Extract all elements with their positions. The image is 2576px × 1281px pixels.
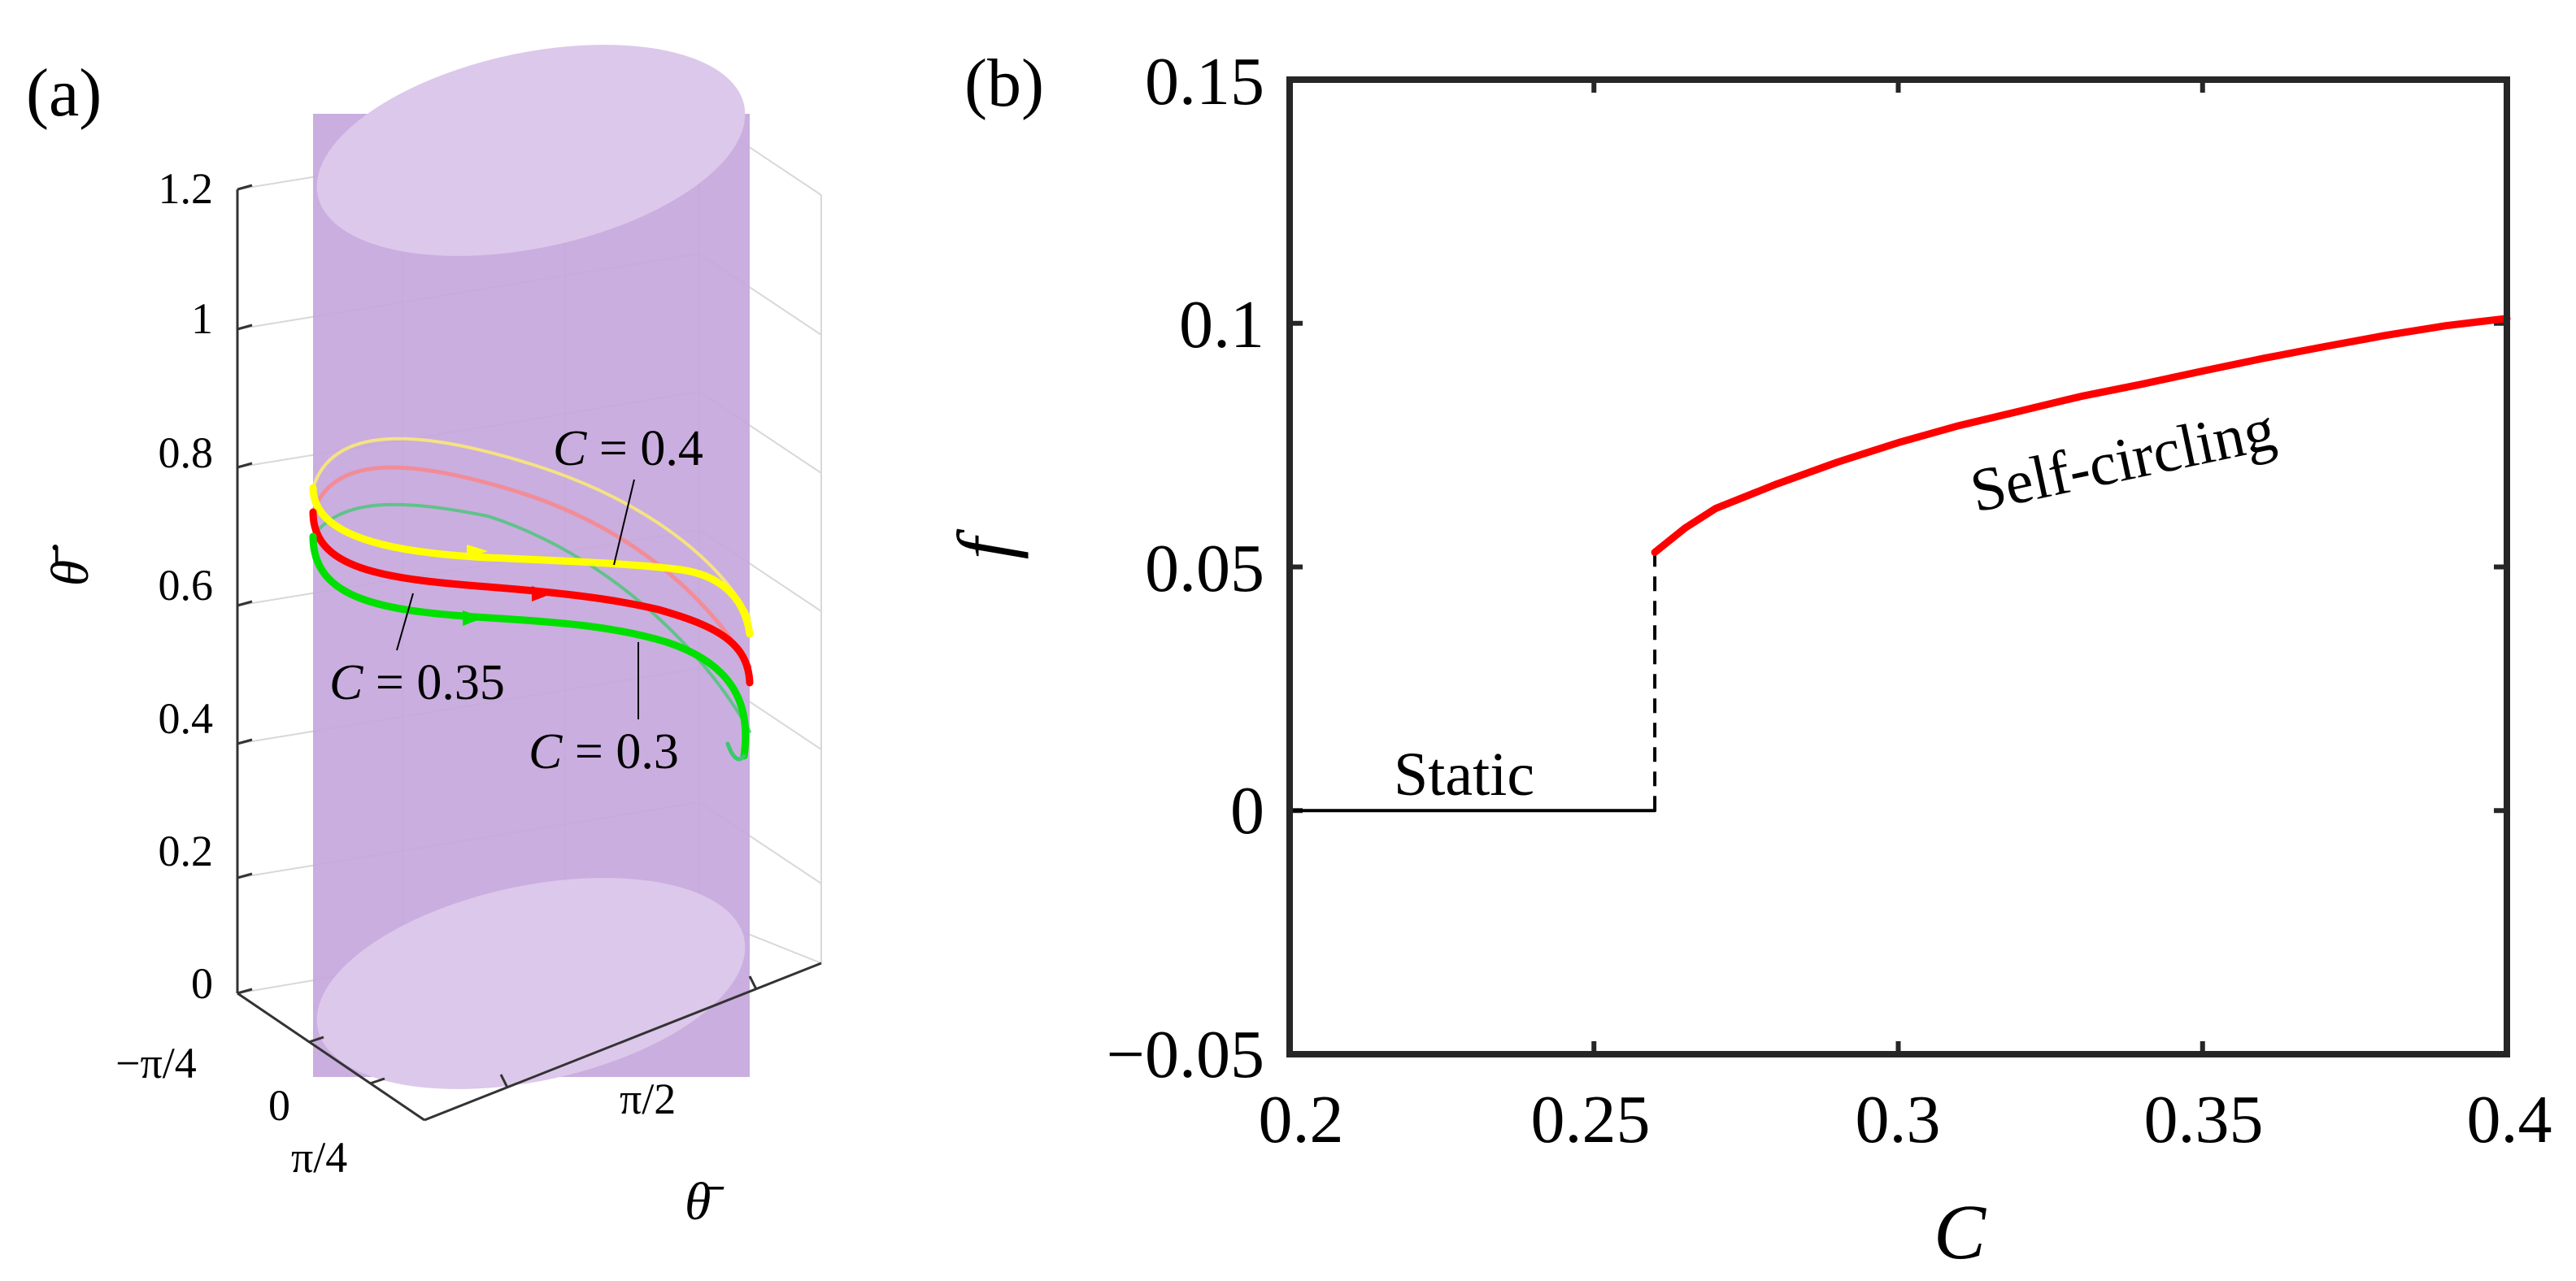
direction-arrow xyxy=(467,545,488,559)
plot-frame xyxy=(1286,76,2510,1057)
y-tick-label: 0 xyxy=(1230,773,1264,849)
curve-c04-back xyxy=(311,436,751,619)
theta-tick-label: −π/4 xyxy=(115,1039,197,1088)
theta-axis-label: θ̄ xyxy=(685,1172,724,1231)
limit-cycles xyxy=(309,436,754,762)
theta-tick-label: π/2 xyxy=(620,1075,676,1123)
y-tick-label: 0.1 xyxy=(1179,287,1264,363)
static-label: Static xyxy=(1394,740,1534,809)
z-axis-label: θ̄̇ xyxy=(41,545,100,586)
theta-tick-label: 0 xyxy=(268,1081,290,1130)
curve-label-c035: C = 0.35 xyxy=(329,655,505,710)
y-tick-label: 0.05 xyxy=(1145,531,1264,606)
z-axis xyxy=(236,184,253,995)
leader-line xyxy=(613,479,635,566)
chart-b-lines xyxy=(1288,315,2511,813)
leader-line xyxy=(396,593,414,651)
curve-label-c04: C = 0.4 xyxy=(553,421,703,476)
curve-labels: C = 0.4 C = 0.35 C = 0.3 xyxy=(329,421,703,779)
panel-b: (b) 0.2 0.25 0.3 0.35 0.4 0.15 0.1 0.05 … xyxy=(942,44,2552,1275)
chart-b-ticks xyxy=(1287,77,2509,1057)
panel-a: (a) xyxy=(26,45,822,1231)
z-tick-label: 0.4 xyxy=(159,694,214,743)
curve-c03-tip xyxy=(725,741,746,762)
panel-a-label: (a) xyxy=(26,55,102,131)
z-tick-label: 1.2 xyxy=(159,164,214,213)
z-tick-label: 0 xyxy=(191,959,213,1008)
z-tick-label: 0.8 xyxy=(159,428,214,477)
z-tick-label: 0.6 xyxy=(159,561,214,610)
direction-arrow xyxy=(532,586,553,601)
base-axes xyxy=(237,962,822,1122)
curve-label-c03: C = 0.3 xyxy=(529,724,679,779)
y-tick-label: −0.05 xyxy=(1107,1017,1264,1092)
panel-b-label: (b) xyxy=(964,46,1044,121)
x-tick-label: 0.4 xyxy=(2467,1082,2552,1157)
z-tick-label: 0.2 xyxy=(159,827,214,875)
direction-arrow xyxy=(463,610,484,626)
x-tick-label: 0.3 xyxy=(1856,1082,1941,1157)
z-tick-label: 1 xyxy=(191,294,213,343)
x-tick-label: 0.25 xyxy=(1531,1082,1651,1157)
theta-tick-label: π/4 xyxy=(291,1133,347,1182)
series-self-circling xyxy=(1651,315,2511,556)
y-axis-label: f xyxy=(942,528,1029,559)
cylinder-top-cap xyxy=(316,45,746,256)
x-tick-label: 0.2 xyxy=(1259,1082,1344,1157)
curve-c035-front xyxy=(309,508,754,687)
cylinder xyxy=(313,45,750,1089)
x-tick-label: 0.35 xyxy=(2144,1082,2264,1157)
curve-c04-front xyxy=(309,484,754,638)
x-axis-label: C xyxy=(1934,1188,1986,1275)
curve-c03-front xyxy=(309,532,750,760)
y-tick-label: 0.15 xyxy=(1145,44,1264,119)
curve-c035-back xyxy=(311,465,752,669)
